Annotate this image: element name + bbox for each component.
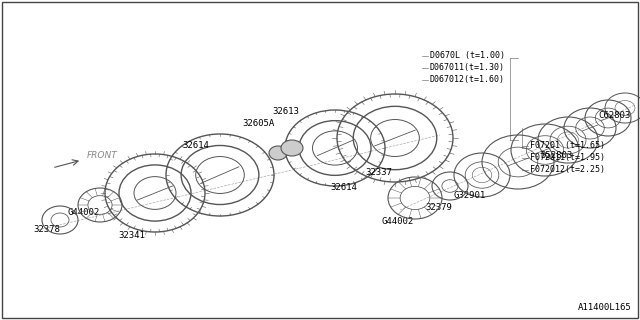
Text: 32379: 32379 bbox=[425, 203, 452, 212]
Text: 32613: 32613 bbox=[272, 107, 299, 116]
Text: D0670L (t=1.00): D0670L (t=1.00) bbox=[430, 51, 505, 60]
Text: 32378: 32378 bbox=[33, 225, 60, 234]
Text: D067011(t=1.30): D067011(t=1.30) bbox=[430, 63, 505, 72]
Text: G44002: G44002 bbox=[68, 208, 100, 217]
Text: F072011(t=1.95): F072011(t=1.95) bbox=[530, 153, 605, 162]
Text: G32901: G32901 bbox=[453, 191, 485, 200]
Text: FRONT: FRONT bbox=[87, 151, 118, 160]
Text: F072012(t=2.25): F072012(t=2.25) bbox=[530, 165, 605, 174]
Text: F07201 (t=1.65): F07201 (t=1.65) bbox=[530, 141, 605, 150]
Text: D52803: D52803 bbox=[540, 151, 572, 160]
Text: A11400L165: A11400L165 bbox=[579, 303, 632, 312]
Ellipse shape bbox=[269, 146, 287, 160]
Ellipse shape bbox=[281, 140, 303, 156]
Text: G44002: G44002 bbox=[382, 217, 414, 226]
Text: D067012(t=1.60): D067012(t=1.60) bbox=[430, 75, 505, 84]
Text: 32337: 32337 bbox=[365, 168, 392, 177]
Text: 32341: 32341 bbox=[118, 231, 145, 240]
Text: 32614: 32614 bbox=[330, 183, 357, 192]
Text: C62803: C62803 bbox=[598, 111, 630, 120]
Text: 32605A: 32605A bbox=[242, 119, 275, 128]
Text: 32614: 32614 bbox=[182, 141, 209, 150]
